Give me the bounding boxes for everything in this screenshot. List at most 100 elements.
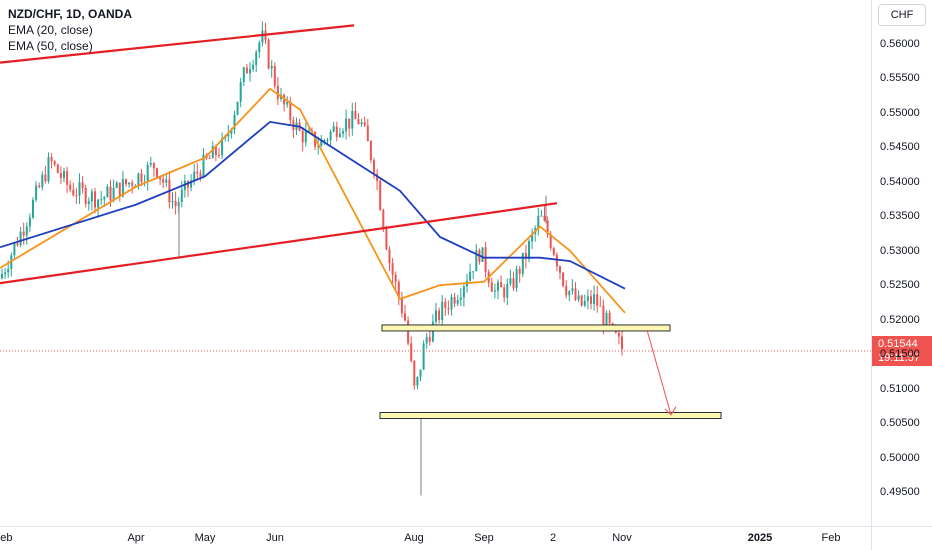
projection-arrowhead xyxy=(664,406,677,416)
time-tick-label: Jun xyxy=(266,532,284,544)
candle-body xyxy=(568,290,571,296)
ema50-legend[interactable]: EMA (50, close) xyxy=(8,39,93,53)
candle-body xyxy=(180,189,183,203)
candle-body xyxy=(503,287,506,298)
candle-body xyxy=(286,101,289,105)
candle-body xyxy=(379,180,382,211)
candle-body xyxy=(100,199,103,201)
price-tick-label: 0.53000 xyxy=(880,244,920,257)
candle-body xyxy=(109,186,112,201)
candle-body xyxy=(400,297,403,314)
candle-body xyxy=(227,133,230,137)
candle-body xyxy=(456,299,459,304)
candle-body xyxy=(493,290,496,292)
channel-upper-trendline[interactable] xyxy=(0,24,355,64)
candle-body xyxy=(72,189,75,196)
candle-body xyxy=(156,168,158,178)
ema20-legend[interactable]: EMA (20, close) xyxy=(8,23,93,37)
chart-canvas[interactable] xyxy=(0,0,871,526)
candle-body xyxy=(428,337,431,342)
candle-body xyxy=(146,164,149,182)
candle-body xyxy=(388,249,391,264)
candle-body xyxy=(546,220,549,235)
time-tick-label: Feb xyxy=(821,532,841,544)
price-tick-label: 0.50500 xyxy=(880,417,920,430)
candle-body xyxy=(41,174,44,187)
candle-body xyxy=(87,201,90,204)
candle-body xyxy=(53,161,56,165)
support-zone-lower[interactable] xyxy=(379,411,722,419)
candle-body xyxy=(16,243,19,246)
candle-body xyxy=(518,268,521,274)
support-zone-upper[interactable] xyxy=(381,324,671,332)
channel-lower-trendline[interactable] xyxy=(0,202,558,285)
candle-body xyxy=(118,182,121,197)
candle-body xyxy=(218,155,220,157)
candle-body xyxy=(233,114,236,130)
candle-body xyxy=(363,122,366,126)
candle-body xyxy=(453,297,456,304)
candle-body xyxy=(552,248,555,255)
candle-body xyxy=(221,138,224,156)
time-tick-label: Nov xyxy=(612,532,632,544)
candle-body xyxy=(4,272,7,275)
candle-body xyxy=(59,172,62,179)
candle-body xyxy=(407,320,410,344)
candle-body xyxy=(376,174,379,181)
candle-body xyxy=(38,185,41,187)
time-tick-label: 2 xyxy=(549,532,557,544)
candle-body xyxy=(270,65,273,69)
price-tick-label: 0.52000 xyxy=(880,313,920,326)
candle-body xyxy=(245,67,248,74)
chart-legend: NZD/CHF, 1D, OANDA EMA (20, close) EMA (… xyxy=(8,6,132,54)
candle-body xyxy=(586,296,589,301)
candle-body xyxy=(252,64,255,70)
price-axis[interactable]: CHF 0.51544 19:11:57 0.56000 0.55500 0.550… xyxy=(871,0,932,526)
candle-body xyxy=(512,278,515,289)
bar-countdown: 19:11:57 xyxy=(878,352,921,364)
candle-body xyxy=(35,185,38,200)
time-tick-label: Apr xyxy=(127,532,145,544)
candle-body xyxy=(559,266,561,273)
time-axis[interactable]: Feb Apr May Jun Aug Sep 2 Nov 2025 Feb xyxy=(0,526,871,550)
time-tick-label: Aug xyxy=(404,532,424,544)
candle-body xyxy=(307,130,310,132)
candle-body xyxy=(230,129,233,134)
candle-body xyxy=(1,274,3,279)
chart-area[interactable]: NZD/CHF, 1D, OANDA EMA (20, close) EMA (… xyxy=(0,0,871,526)
candle-body xyxy=(444,301,447,309)
projection-arrow[interactable] xyxy=(646,329,672,415)
candle-body xyxy=(323,140,326,142)
candle-body xyxy=(447,308,450,310)
candle-body xyxy=(115,182,118,188)
candle-body xyxy=(137,173,140,186)
candle-body xyxy=(106,186,109,198)
candle-body xyxy=(537,215,540,229)
time-tick-label: 2025 xyxy=(747,532,773,544)
candle-body xyxy=(174,200,177,206)
price-tick-label: 0.56000 xyxy=(880,38,920,50)
candle-body xyxy=(128,182,131,185)
price-tick-label: 0.51000 xyxy=(880,382,920,395)
candle-body xyxy=(450,297,453,310)
candle-body xyxy=(524,252,527,260)
candle-body xyxy=(484,247,487,272)
currency-badge[interactable]: CHF xyxy=(878,4,926,26)
candle-body xyxy=(81,182,84,188)
candle-body xyxy=(125,179,127,185)
candle-body xyxy=(490,282,493,292)
candle-body xyxy=(320,140,323,147)
candle-body xyxy=(47,156,50,182)
candle-body xyxy=(397,281,400,298)
candle-body xyxy=(211,146,214,159)
candle-body xyxy=(50,156,53,162)
candle-body xyxy=(410,343,413,361)
candle-body xyxy=(583,300,586,306)
candle-body xyxy=(332,126,335,132)
symbol-title[interactable]: NZD/CHF, 1D, OANDA xyxy=(8,7,133,21)
candle-body xyxy=(261,30,264,43)
candle-body xyxy=(580,295,583,306)
candle-body xyxy=(549,234,552,249)
candle-body xyxy=(301,130,304,143)
candle-body xyxy=(590,296,592,304)
